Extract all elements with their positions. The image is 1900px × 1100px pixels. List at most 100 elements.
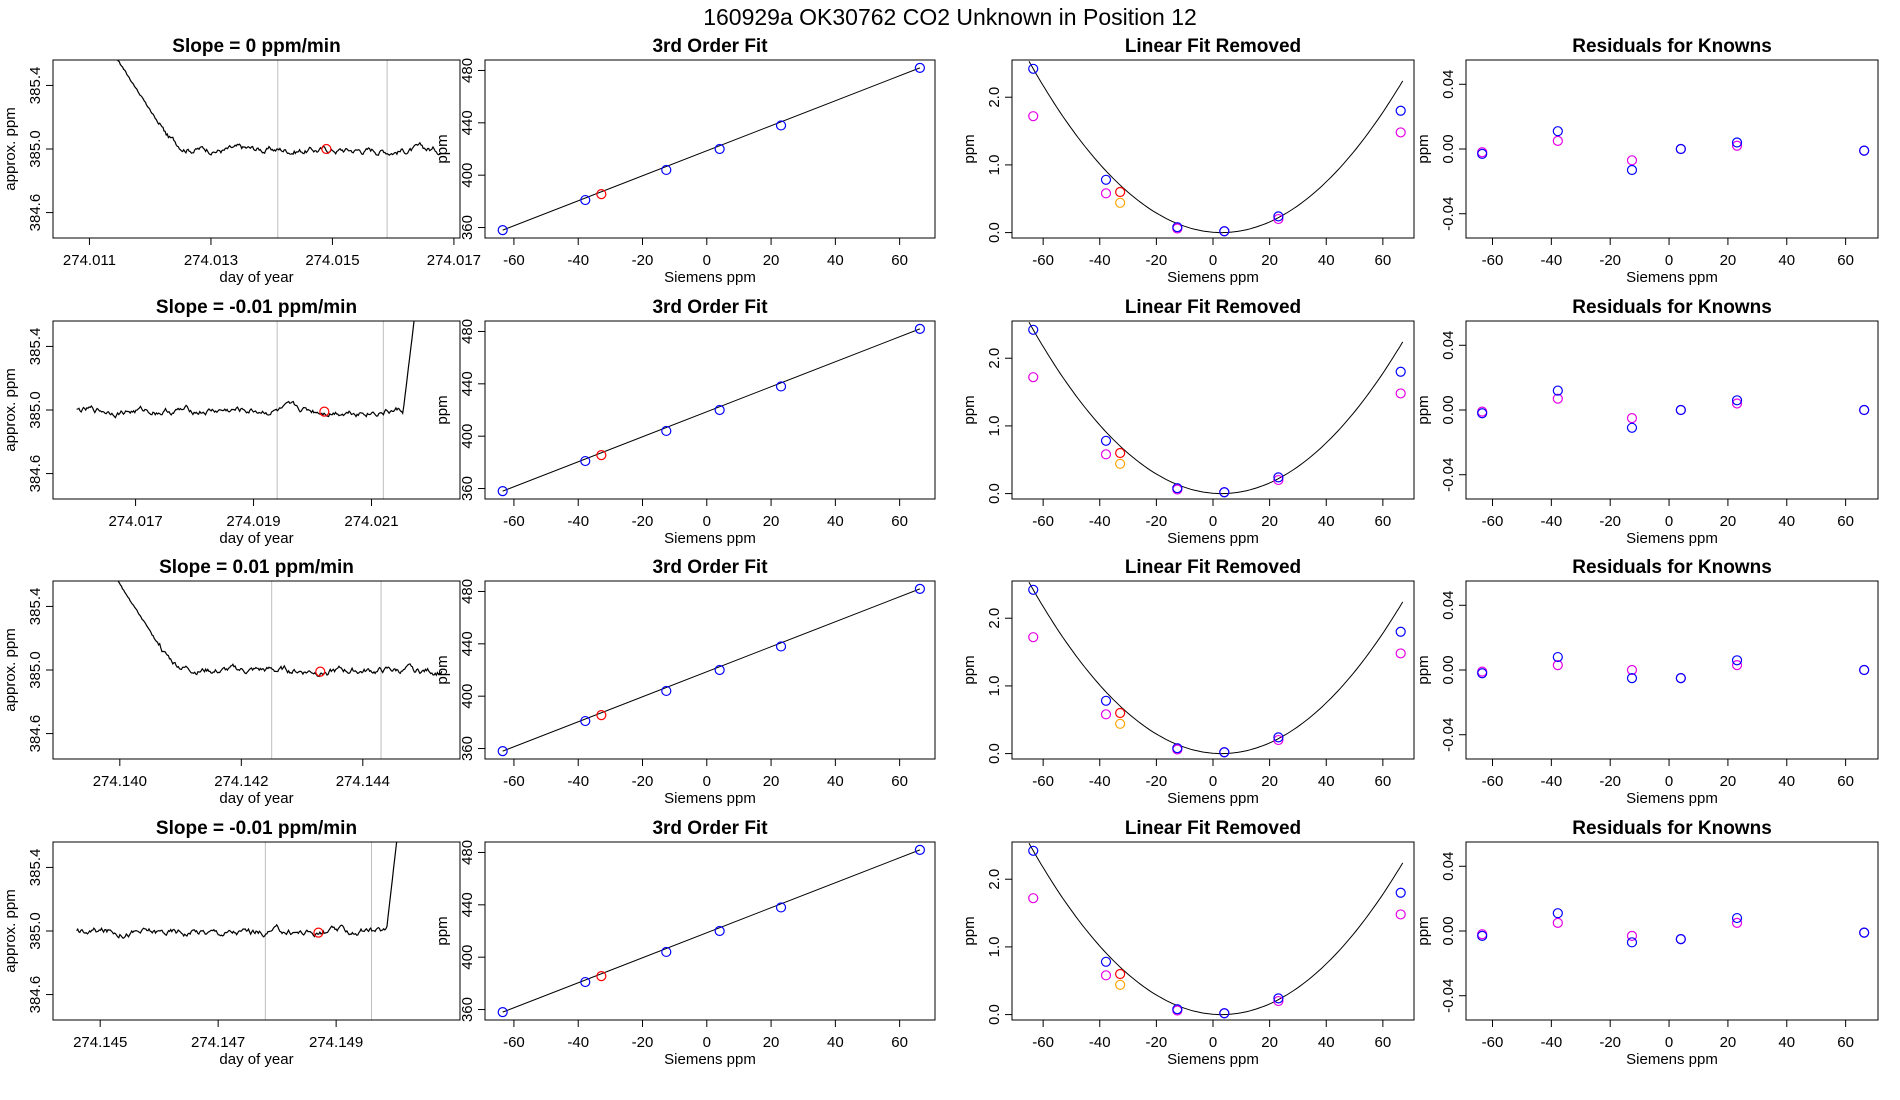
x-tick-label: 274.147 [191, 1034, 245, 1051]
y-tick-label: 385.4 [27, 588, 44, 626]
y-tick-label: 400 [459, 424, 476, 449]
x-tick-label: 20 [1261, 773, 1278, 790]
x-tick-label: 20 [763, 252, 780, 269]
standard-point [1172, 222, 1183, 233]
y-axis-label: ppm [434, 655, 451, 684]
standard-residual-point [1477, 930, 1488, 941]
y-tick-label: 440 [459, 371, 476, 396]
panel-r2-c4: Residuals for Knowns -60 -40 -20 0 20 40 60 -0.0… [1415, 297, 1879, 547]
y-tick-label: 440 [459, 892, 476, 917]
plot-area [497, 62, 925, 236]
standard-point [497, 225, 508, 236]
y-axis-label: ppm [961, 916, 978, 945]
x-tick-label: -40 [1540, 773, 1562, 790]
y-tick-label: 480 [459, 58, 476, 83]
x-tick-label: -20 [632, 1034, 654, 1051]
standard-point [1219, 226, 1230, 237]
x-tick-label: -20 [1599, 1034, 1621, 1051]
x-tick-label: 40 [827, 1034, 844, 1051]
y-axis-label: ppm [1415, 395, 1432, 424]
aux-residual-point [1552, 393, 1563, 404]
y-axis-label: approx. ppm [2, 368, 19, 451]
aux-residual-point [1626, 155, 1638, 166]
unknown-alt-point [1115, 979, 1126, 990]
y-tick-label: 400 [459, 163, 476, 188]
y-tick-label: 1.0 [986, 154, 1003, 175]
x-tick-label: -20 [632, 773, 654, 790]
unknown-mean-point [319, 406, 330, 417]
x-tick-label: 0 [703, 1034, 711, 1051]
standard-residual-point [1675, 672, 1686, 684]
plot-area [1477, 385, 1870, 433]
x-tick-label: -60 [503, 1034, 525, 1051]
standard-residual-point [1731, 655, 1743, 666]
standard-point [497, 746, 508, 757]
y-axis-label: ppm [434, 134, 451, 163]
ppm-trace-line [76, 321, 415, 419]
x-tick-label: 40 [1318, 773, 1335, 790]
y-tick-label: 0.00 [1440, 395, 1457, 424]
standard-point [714, 664, 725, 676]
plot-area [1028, 582, 1406, 758]
residual-curve-line [1028, 61, 1404, 234]
standard-point [661, 425, 672, 437]
y-tick-label: 0.0 [986, 1004, 1003, 1025]
unknown-mean-point [313, 927, 324, 938]
x-tick-label: -20 [1146, 773, 1168, 790]
standard-residual-point [1731, 395, 1743, 406]
y-tick-label: 480 [459, 319, 476, 344]
x-tick-label: 0 [1209, 1034, 1217, 1051]
cubic-fit-line [502, 328, 921, 492]
standard-residual-point [1552, 385, 1563, 396]
plot-frame [484, 320, 936, 500]
x-tick-label: 20 [1720, 252, 1737, 269]
unknown-point [1115, 447, 1126, 459]
standard-point [1028, 584, 1039, 595]
y-tick-label: 385.0 [27, 130, 44, 168]
y-tick-label: 385.4 [27, 849, 44, 887]
x-tick-label: -40 [1540, 1034, 1562, 1051]
standard-residual-point [1626, 672, 1638, 684]
standard-residual-point [1859, 404, 1870, 416]
y-axis-label: ppm [434, 916, 451, 945]
x-tick-label: -60 [1032, 513, 1054, 530]
x-tick-label: 60 [891, 513, 908, 530]
x-tick-label: 0 [1665, 513, 1673, 530]
panel-r4-c4: Residuals for Knowns -60 -40 -20 0 20 40 60 -0.0… [1415, 818, 1879, 1068]
y-axis-label: ppm [961, 134, 978, 163]
x-tick-label: -60 [1032, 1034, 1054, 1051]
plot-frame [484, 580, 936, 760]
standard-residual-point [1859, 664, 1870, 676]
y-axis-label: approx. ppm [2, 107, 19, 190]
x-axis-label: Siemens ppm [1626, 530, 1718, 547]
y-tick-label: 480 [459, 579, 476, 604]
x-tick-label: -20 [632, 513, 654, 530]
aux-point [1395, 648, 1406, 659]
unknown-alt-point [1115, 458, 1126, 469]
panel-r3-c3: Linear Fit Removed -60 -40 -20 0 20 40 60 0.0 1.0… [961, 557, 1415, 807]
y-tick-label: 2.0 [986, 608, 1003, 629]
cubic-fit-line [502, 849, 921, 1013]
panel-title: Slope = 0.01 ppm/min [159, 557, 354, 578]
plot-frame [52, 580, 461, 760]
panel-r3-c4: Residuals for Knowns -60 -40 -20 0 20 40 60 -0.0… [1415, 557, 1879, 807]
plot-frame [484, 841, 936, 1021]
y-tick-label: 384.6 [27, 715, 44, 753]
plot-area [116, 60, 443, 238]
x-tick-label: 40 [1318, 252, 1335, 269]
x-tick-label: -40 [567, 1034, 589, 1051]
unknown-point [596, 450, 607, 461]
standard-point [1100, 174, 1112, 185]
plot-frame [1011, 59, 1415, 239]
x-tick-label: -60 [1482, 1034, 1504, 1051]
y-tick-label: -0.04 [1440, 197, 1457, 231]
y-tick-label: 1.0 [986, 936, 1003, 957]
standard-point [1172, 483, 1183, 494]
panel-title: Linear Fit Removed [1125, 297, 1301, 318]
panel-title: 3rd Order Fit [652, 557, 768, 578]
y-tick-label: 384.6 [27, 455, 44, 493]
x-tick-label: 40 [1778, 513, 1795, 530]
panel-r1-c3: Linear Fit Removed -60 -40 -20 0 20 40 60 0.0 1.0… [961, 36, 1415, 286]
y-tick-label: 360 [459, 476, 476, 501]
x-axis-label: Siemens ppm [1167, 269, 1259, 286]
